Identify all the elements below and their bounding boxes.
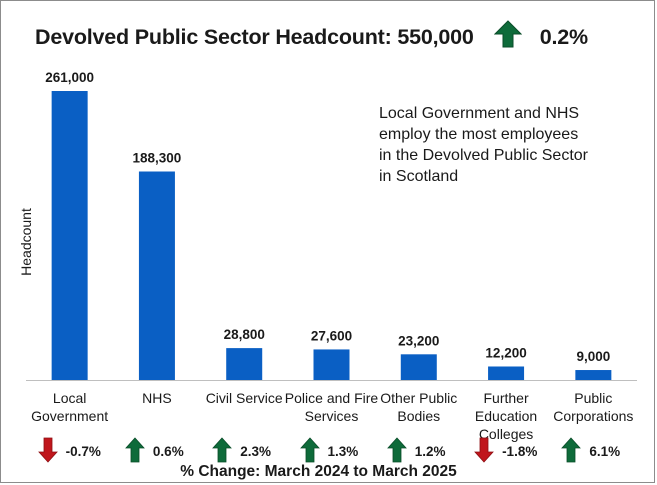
change-local-government: -0.7% [37, 437, 101, 466]
category-label-nhs: NHS [142, 390, 172, 406]
change-label: 2.3% [240, 443, 271, 459]
chart-annotation: Local Government and NHS employ the most… [379, 105, 588, 185]
headline-change: 0.2% [539, 24, 588, 49]
up-arrow-icon [299, 436, 320, 466]
category-label-other-public-bodies: Other Public Bodies [380, 390, 458, 424]
bar-further-education-colleges [488, 366, 525, 380]
category-label-civil-service: Civil Service [205, 390, 283, 406]
category-label-public-corporations: Public Corporations [553, 390, 634, 424]
up-arrow-icon [561, 436, 582, 466]
change-label: 1.2% [414, 443, 446, 459]
category-label-local-government: Local Government [31, 390, 109, 424]
change-label: 0.6% [152, 443, 184, 459]
bar-local-government [51, 91, 88, 380]
change-other-public-bodies: 1.2% [386, 436, 446, 466]
change-police-and-fire-services: 1.3% [299, 436, 359, 466]
bar-public-corporations [575, 370, 612, 380]
up-arrow-icon [212, 436, 233, 466]
change-label: 1.3% [327, 443, 359, 459]
up-arrow-icon [125, 436, 145, 466]
bar-police-and-fire-services [313, 349, 350, 380]
bar-nhs [138, 171, 175, 380]
change-public-corporations: 6.1% [561, 436, 621, 466]
value-label-nhs: 188,300 [133, 150, 182, 165]
value-label-local-government: 261,000 [45, 70, 94, 85]
change-nhs: 0.6% [125, 436, 184, 466]
change-label: -1.8% [502, 443, 538, 459]
down-arrow-icon [474, 437, 494, 466]
change-label: -0.7% [65, 443, 101, 459]
value-label-police-and-fire-services: 27,600 [311, 328, 352, 343]
headline-up-arrow-icon [493, 20, 522, 54]
headline-title: Devolved Public Sector Headcount: 550,00… [35, 24, 474, 49]
category-label-further-education-colleges: Further Education Colleges [474, 390, 538, 442]
value-label-public-corporations: 9,000 [576, 349, 610, 364]
changes-title: % Change: March 2024 to March 2025 [180, 463, 457, 480]
up-arrow-icon [386, 436, 407, 466]
change-label: 6.1% [589, 443, 621, 459]
headline: Devolved Public Sector Headcount: 550,00… [35, 20, 588, 54]
down-arrow-icon [37, 437, 58, 466]
value-label-further-education-colleges: 12,200 [485, 345, 526, 360]
bar-civil-service [226, 348, 263, 380]
value-label-other-public-bodies: 23,200 [398, 333, 439, 348]
bar-other-public-bodies [400, 354, 437, 380]
change-civil-service: 2.3% [212, 436, 271, 466]
value-label-civil-service: 28,800 [224, 327, 265, 342]
change-further-education-colleges: -1.8% [474, 437, 538, 466]
category-label-police-and-fire-services: Police and Fire Services [284, 390, 379, 424]
